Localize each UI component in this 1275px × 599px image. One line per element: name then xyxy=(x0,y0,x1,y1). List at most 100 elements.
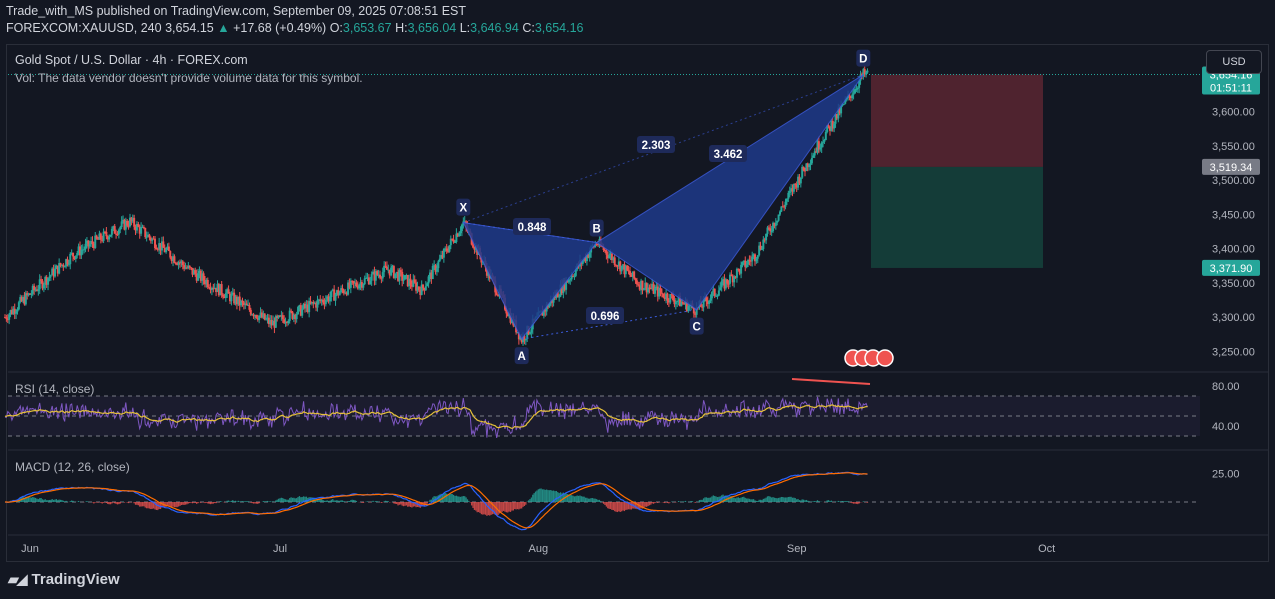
candle-body xyxy=(833,123,836,129)
candle-body xyxy=(705,297,708,302)
candle-body xyxy=(770,231,773,233)
candle-body xyxy=(629,271,631,275)
candle-body xyxy=(97,238,100,240)
candle-body xyxy=(63,266,66,268)
currency-button[interactable]: USD xyxy=(1206,50,1262,74)
candle-body xyxy=(124,220,127,230)
candle-body xyxy=(809,163,812,165)
candle-body xyxy=(154,238,156,248)
candle-body xyxy=(176,263,179,265)
candle-body xyxy=(238,296,241,306)
candle-body xyxy=(552,295,555,303)
candle-body xyxy=(79,246,81,256)
candle-body xyxy=(162,241,165,248)
candle-body xyxy=(320,299,323,302)
candle-body xyxy=(674,302,677,305)
candle-body xyxy=(447,251,450,253)
countdown-label: 01:51:11 xyxy=(1210,83,1252,95)
candle-body xyxy=(610,253,613,261)
price-tick-label: 3,400.00 xyxy=(1212,244,1255,256)
candle-body xyxy=(633,271,636,279)
candle-body xyxy=(423,287,426,291)
candle-body xyxy=(99,233,102,240)
candle-body xyxy=(151,238,154,241)
candle-body xyxy=(347,282,350,295)
candle-body xyxy=(762,239,765,250)
candle-body xyxy=(59,263,62,266)
candle-body xyxy=(287,320,290,323)
candle-body xyxy=(763,239,766,241)
pattern-ratio-label: 2.303 xyxy=(642,140,671,152)
candle-body xyxy=(281,315,284,320)
candle-body xyxy=(340,288,343,293)
candle-body xyxy=(83,249,86,251)
candle-body xyxy=(115,233,118,235)
candle-body xyxy=(183,265,186,269)
candle-body xyxy=(751,256,754,262)
low-label: L: xyxy=(459,21,471,35)
candle-body xyxy=(126,220,129,226)
candle-body xyxy=(205,279,208,285)
candle-body xyxy=(58,263,61,274)
volume-note: Vol: The data vendor doesn't provide vol… xyxy=(15,71,363,85)
candle-body xyxy=(773,222,776,226)
symbol-ohlc-line: FOREXCOM:XAUUSD, 240 3,654.15 ▲ +17.68 (… xyxy=(6,21,583,35)
candle-body xyxy=(134,226,137,231)
candle-body xyxy=(551,299,554,303)
candle-body xyxy=(206,279,209,288)
candle-body xyxy=(277,315,280,318)
candle-body xyxy=(838,107,841,114)
rsi-divergence-line xyxy=(791,378,871,385)
pattern-point-d: D xyxy=(859,54,867,66)
tradingview-logo[interactable]: ▰◢ TradingView xyxy=(8,571,120,588)
candle-body xyxy=(34,289,37,291)
price-tick-label: 3,250.00 xyxy=(1212,346,1255,358)
candle-body xyxy=(152,238,155,240)
candle-body xyxy=(408,278,411,287)
pattern-ratio-label: 3.462 xyxy=(714,149,743,161)
candle-body xyxy=(573,275,576,277)
rsi-legend: RSI (14, close) xyxy=(15,382,95,396)
candle-body xyxy=(658,287,661,297)
candle-body xyxy=(640,280,643,290)
candle-body xyxy=(767,227,770,229)
candle-body xyxy=(656,286,659,297)
candle-body xyxy=(442,248,445,258)
candle-body xyxy=(830,120,833,131)
candle-body xyxy=(505,309,508,314)
candle-body xyxy=(173,256,176,263)
candle-body xyxy=(215,287,218,293)
candle-body xyxy=(444,248,447,250)
candle-body xyxy=(587,254,590,258)
candle-body xyxy=(54,268,56,277)
candle-body xyxy=(77,246,80,254)
candle-body xyxy=(760,249,763,251)
take-profit-zone xyxy=(871,166,1043,268)
candle-body xyxy=(402,279,405,281)
candle-body xyxy=(722,279,725,282)
candle-body xyxy=(791,188,794,192)
candle-body xyxy=(56,265,59,274)
candle-body xyxy=(23,297,26,305)
candle-body xyxy=(562,280,565,294)
candle-body xyxy=(102,231,105,241)
candle-body xyxy=(210,287,213,290)
candle-body xyxy=(431,265,434,279)
candle-body xyxy=(574,269,577,276)
candle-body xyxy=(254,315,256,317)
candle-body xyxy=(313,302,316,304)
author-name[interactable]: Trade_with_MS xyxy=(6,4,94,18)
candle-body xyxy=(45,277,48,285)
candle-body xyxy=(255,315,258,318)
candle-body xyxy=(310,301,313,304)
candle-body xyxy=(359,282,362,285)
candle-body xyxy=(41,280,44,289)
candle-body xyxy=(666,293,669,301)
pattern-point-d-bg xyxy=(856,49,871,67)
open-label: O: xyxy=(329,21,343,35)
candle-body xyxy=(647,287,650,293)
candle-body xyxy=(42,284,45,289)
candle-body xyxy=(724,279,727,289)
candle-body xyxy=(141,227,144,229)
